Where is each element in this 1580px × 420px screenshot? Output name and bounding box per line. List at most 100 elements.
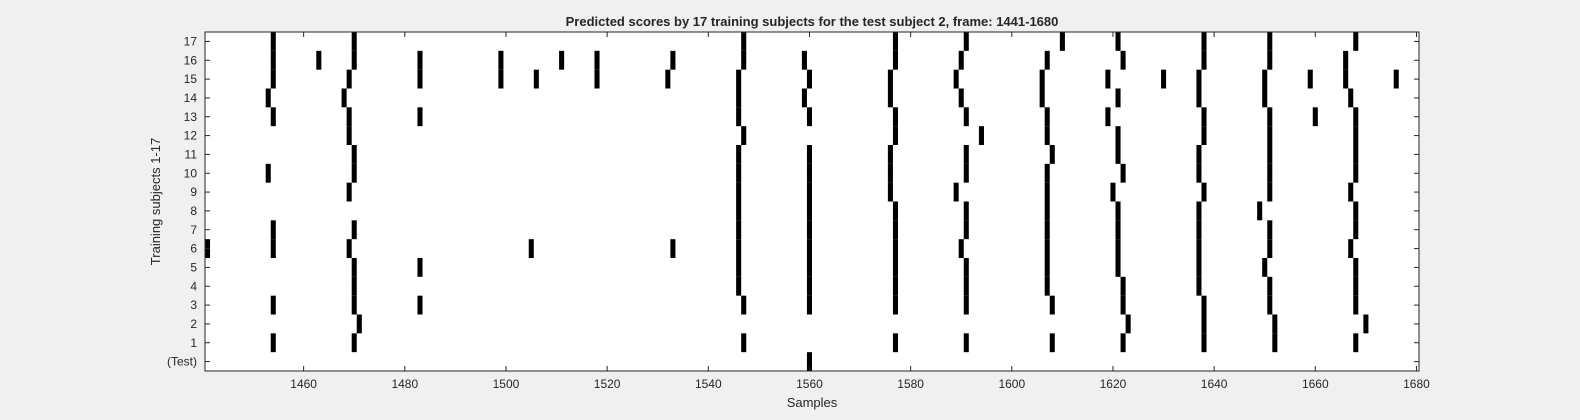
heatmap-cell [1115,220,1121,240]
heatmap-cell [1353,258,1359,277]
heatmap-cell [1044,50,1050,70]
heatmap-cell [1348,239,1354,258]
heatmap-cell [887,145,893,164]
y-tick-label: 15 [184,72,198,86]
y-tick-label: 12 [184,129,198,143]
heatmap-cell [1044,182,1050,202]
heatmap-cell [1343,69,1349,89]
heatmap-cell [963,220,969,240]
y-tick-label: 9 [190,185,197,199]
heatmap-cell [1201,182,1207,202]
heatmap-cell [892,107,898,127]
heatmap-cell [801,50,807,70]
heatmap-cell [417,69,423,89]
heatmap-cell [1267,145,1273,164]
x-tick-label: 1660 [1302,377,1329,391]
heatmap-cell [1262,88,1268,108]
heatmap-cell [498,69,504,89]
heatmap-cell [892,32,898,51]
heatmap-cell [806,276,812,296]
heatmap-cell [265,163,271,183]
heatmap-cell [1059,32,1065,51]
heatmap-cell [1353,295,1359,315]
x-tick-label: 1620 [1100,377,1127,391]
heatmap-cell [953,182,959,202]
heatmap-cell [741,333,747,353]
x-tick-label: 1580 [897,377,924,391]
heatmap-cell [736,220,742,240]
heatmap-cell [1267,295,1273,315]
y-tick-label: (Test) [167,355,197,369]
heatmap-cell [351,32,357,51]
heatmap-cell [346,69,352,89]
heatmap-cell [1110,182,1116,202]
heatmap-cell [1348,182,1354,202]
heatmap-cell [806,295,812,315]
x-tick-label: 1680 [1403,377,1430,391]
heatmap-cell [1267,276,1273,296]
heatmap-cell [270,333,276,353]
x-tick-label: 1520 [594,377,621,391]
y-tick-label: 13 [184,110,198,124]
heatmap-cell [892,201,898,221]
heatmap-cell [806,145,812,164]
y-tick-label: 17 [184,34,198,48]
y-axis-label: Training subjects 1-17 [148,138,163,265]
heatmap-cell [1044,126,1050,145]
heatmap-cell [806,201,812,221]
heatmap-cell [1353,107,1359,127]
heatmap-cell [736,276,742,296]
heatmap-cell [736,201,742,221]
heatmap-cell [351,333,357,353]
heatmap-cell [270,239,276,258]
heatmap-cell [1201,32,1207,51]
heatmap-cell [665,69,671,89]
heatmap-cell [1201,107,1207,127]
heatmap-cell [887,88,893,108]
heatmap-cell [1044,163,1050,183]
heatmap-cell [1196,69,1202,89]
heatmap-cell [806,163,812,183]
heatmap-cell [1115,126,1121,145]
heatmap-cell [806,239,812,258]
heatmap-cell [1262,69,1268,89]
heatmap-cell [978,126,984,145]
x-tick-label: 1480 [391,377,418,391]
heatmap-cell [1363,314,1369,334]
heatmap-cell [1105,69,1111,89]
y-tick-label: 2 [190,317,197,331]
x-tick-label: 1540 [695,377,722,391]
heatmap-cell [963,32,969,51]
heatmap-cell [892,220,898,240]
heatmap-cell [963,276,969,296]
heatmap-cell [351,145,357,164]
heatmap-cell [346,126,352,145]
heatmap-cell [1044,201,1050,221]
heatmap-cell [1039,69,1045,89]
heatmap-cell [1120,333,1126,353]
heatmap-cell [594,50,600,70]
heatmap-cell [958,50,964,70]
heatmap-cell [346,107,352,127]
heatmap-cell [887,69,893,89]
heatmap-cell [736,88,742,108]
heatmap-cell [1201,126,1207,145]
x-tick-label: 1560 [796,377,823,391]
x-tick-label: 1600 [998,377,1025,391]
heatmap-cell [1039,88,1045,108]
x-tick-label: 1640 [1201,377,1228,391]
heatmap-cell [356,314,362,334]
heatmap-cell [270,50,276,70]
heatmap-cell [806,69,812,89]
heatmap-cell [1049,333,1055,353]
heatmap-cell [528,239,534,258]
heatmap-cell [736,107,742,127]
y-tick-label: 11 [185,147,198,161]
heatmap-cell [741,126,747,145]
heatmap-cell [1353,333,1359,353]
heatmap-cell [1353,163,1359,183]
heatmap-cell [801,88,807,108]
heatmap-cell [1267,220,1273,240]
